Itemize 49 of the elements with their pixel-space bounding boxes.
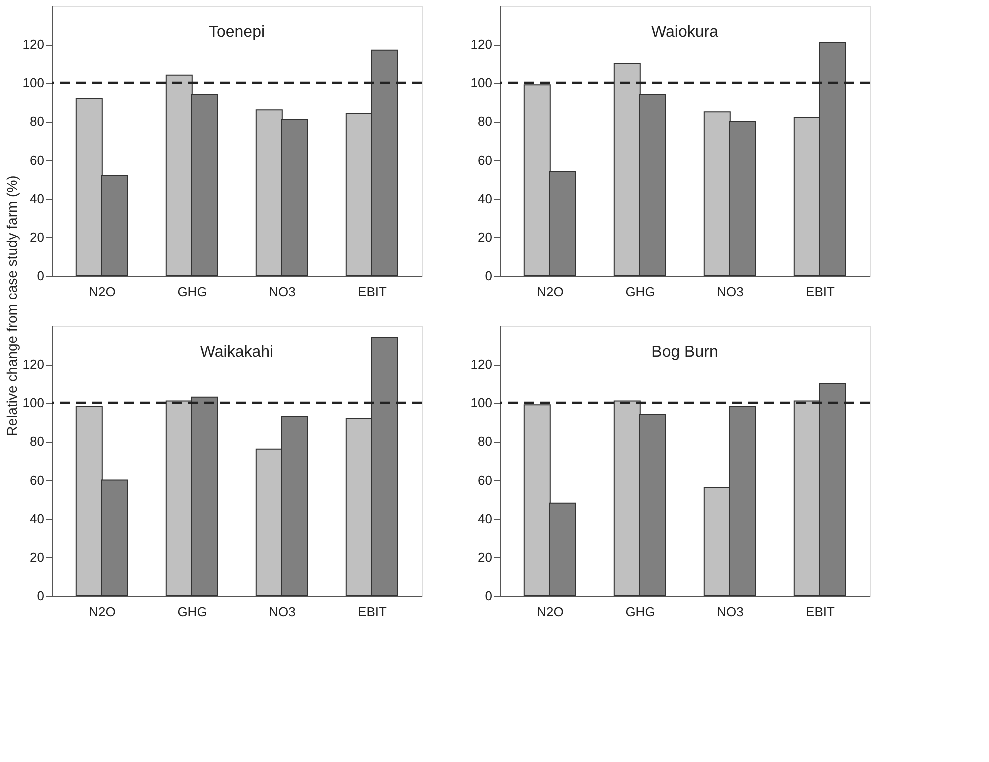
x-tick-label: NO3 (269, 284, 296, 300)
y-tick-label: 0 (485, 268, 492, 284)
y-tick-label: 0 (37, 268, 44, 284)
y-tick-label: 20 (478, 230, 492, 245)
y-tick-label: 20 (30, 230, 44, 245)
text: Waikakahi (200, 344, 274, 361)
y-tick-label: 100 (22, 396, 44, 411)
x-tick-label: EBIT (358, 284, 387, 300)
text: Toenepi (208, 24, 266, 41)
x-tick-label: N2O (537, 604, 564, 620)
y-tick-label: 80 (478, 434, 492, 450)
y-tick-label: 60 (30, 472, 44, 488)
y-tick-label: 20 (478, 550, 492, 565)
y-tick-label: 120 (22, 37, 44, 52)
text: Waiokura (652, 24, 719, 41)
y-tick-label: 120 (22, 357, 44, 372)
y-tick-label: 40 (30, 191, 44, 206)
x-tick-label: EBIT (806, 284, 835, 300)
y-axis-title: Relative change from case study farm (%) (4, 176, 20, 436)
x-tick-label: GHG (178, 604, 208, 620)
x-tick-label: NO3 (269, 604, 296, 620)
y-tick-label: 80 (30, 114, 44, 130)
y-tick-label: 100 (470, 76, 492, 91)
y-tick-label: 100 (470, 396, 492, 411)
y-tick-label: 40 (478, 191, 492, 206)
y-tick-label: 80 (478, 114, 492, 130)
y-tick-label: 100 (22, 76, 44, 91)
x-tick-label: NO3 (717, 284, 744, 300)
y-tick-label: 80 (30, 434, 44, 450)
y-tick-label: 40 (30, 511, 44, 526)
y-tick-label: 60 (30, 152, 44, 168)
y-tick-label: 120 (470, 357, 492, 372)
y-tick-label: 60 (478, 152, 492, 168)
x-tick-label: N2O (537, 284, 564, 300)
x-tick-label: GHG (178, 284, 208, 300)
x-tick-label: N2O (89, 604, 116, 620)
y-tick-label: 120 (470, 37, 492, 52)
y-tick-label: 0 (37, 588, 44, 604)
y-tick-label: 0 (485, 588, 492, 604)
x-tick-label: GHG (626, 604, 656, 620)
x-tick-label: GHG (626, 284, 656, 300)
text: Bog Burn (652, 344, 718, 361)
x-tick-label: N2O (89, 284, 116, 300)
x-tick-label: NO3 (717, 604, 744, 620)
y-tick-label: 20 (30, 550, 44, 565)
x-tick-label: EBIT (806, 604, 835, 620)
y-tick-label: 40 (478, 511, 492, 526)
x-tick-label: EBIT (358, 604, 387, 620)
y-tick-label: 60 (478, 472, 492, 488)
